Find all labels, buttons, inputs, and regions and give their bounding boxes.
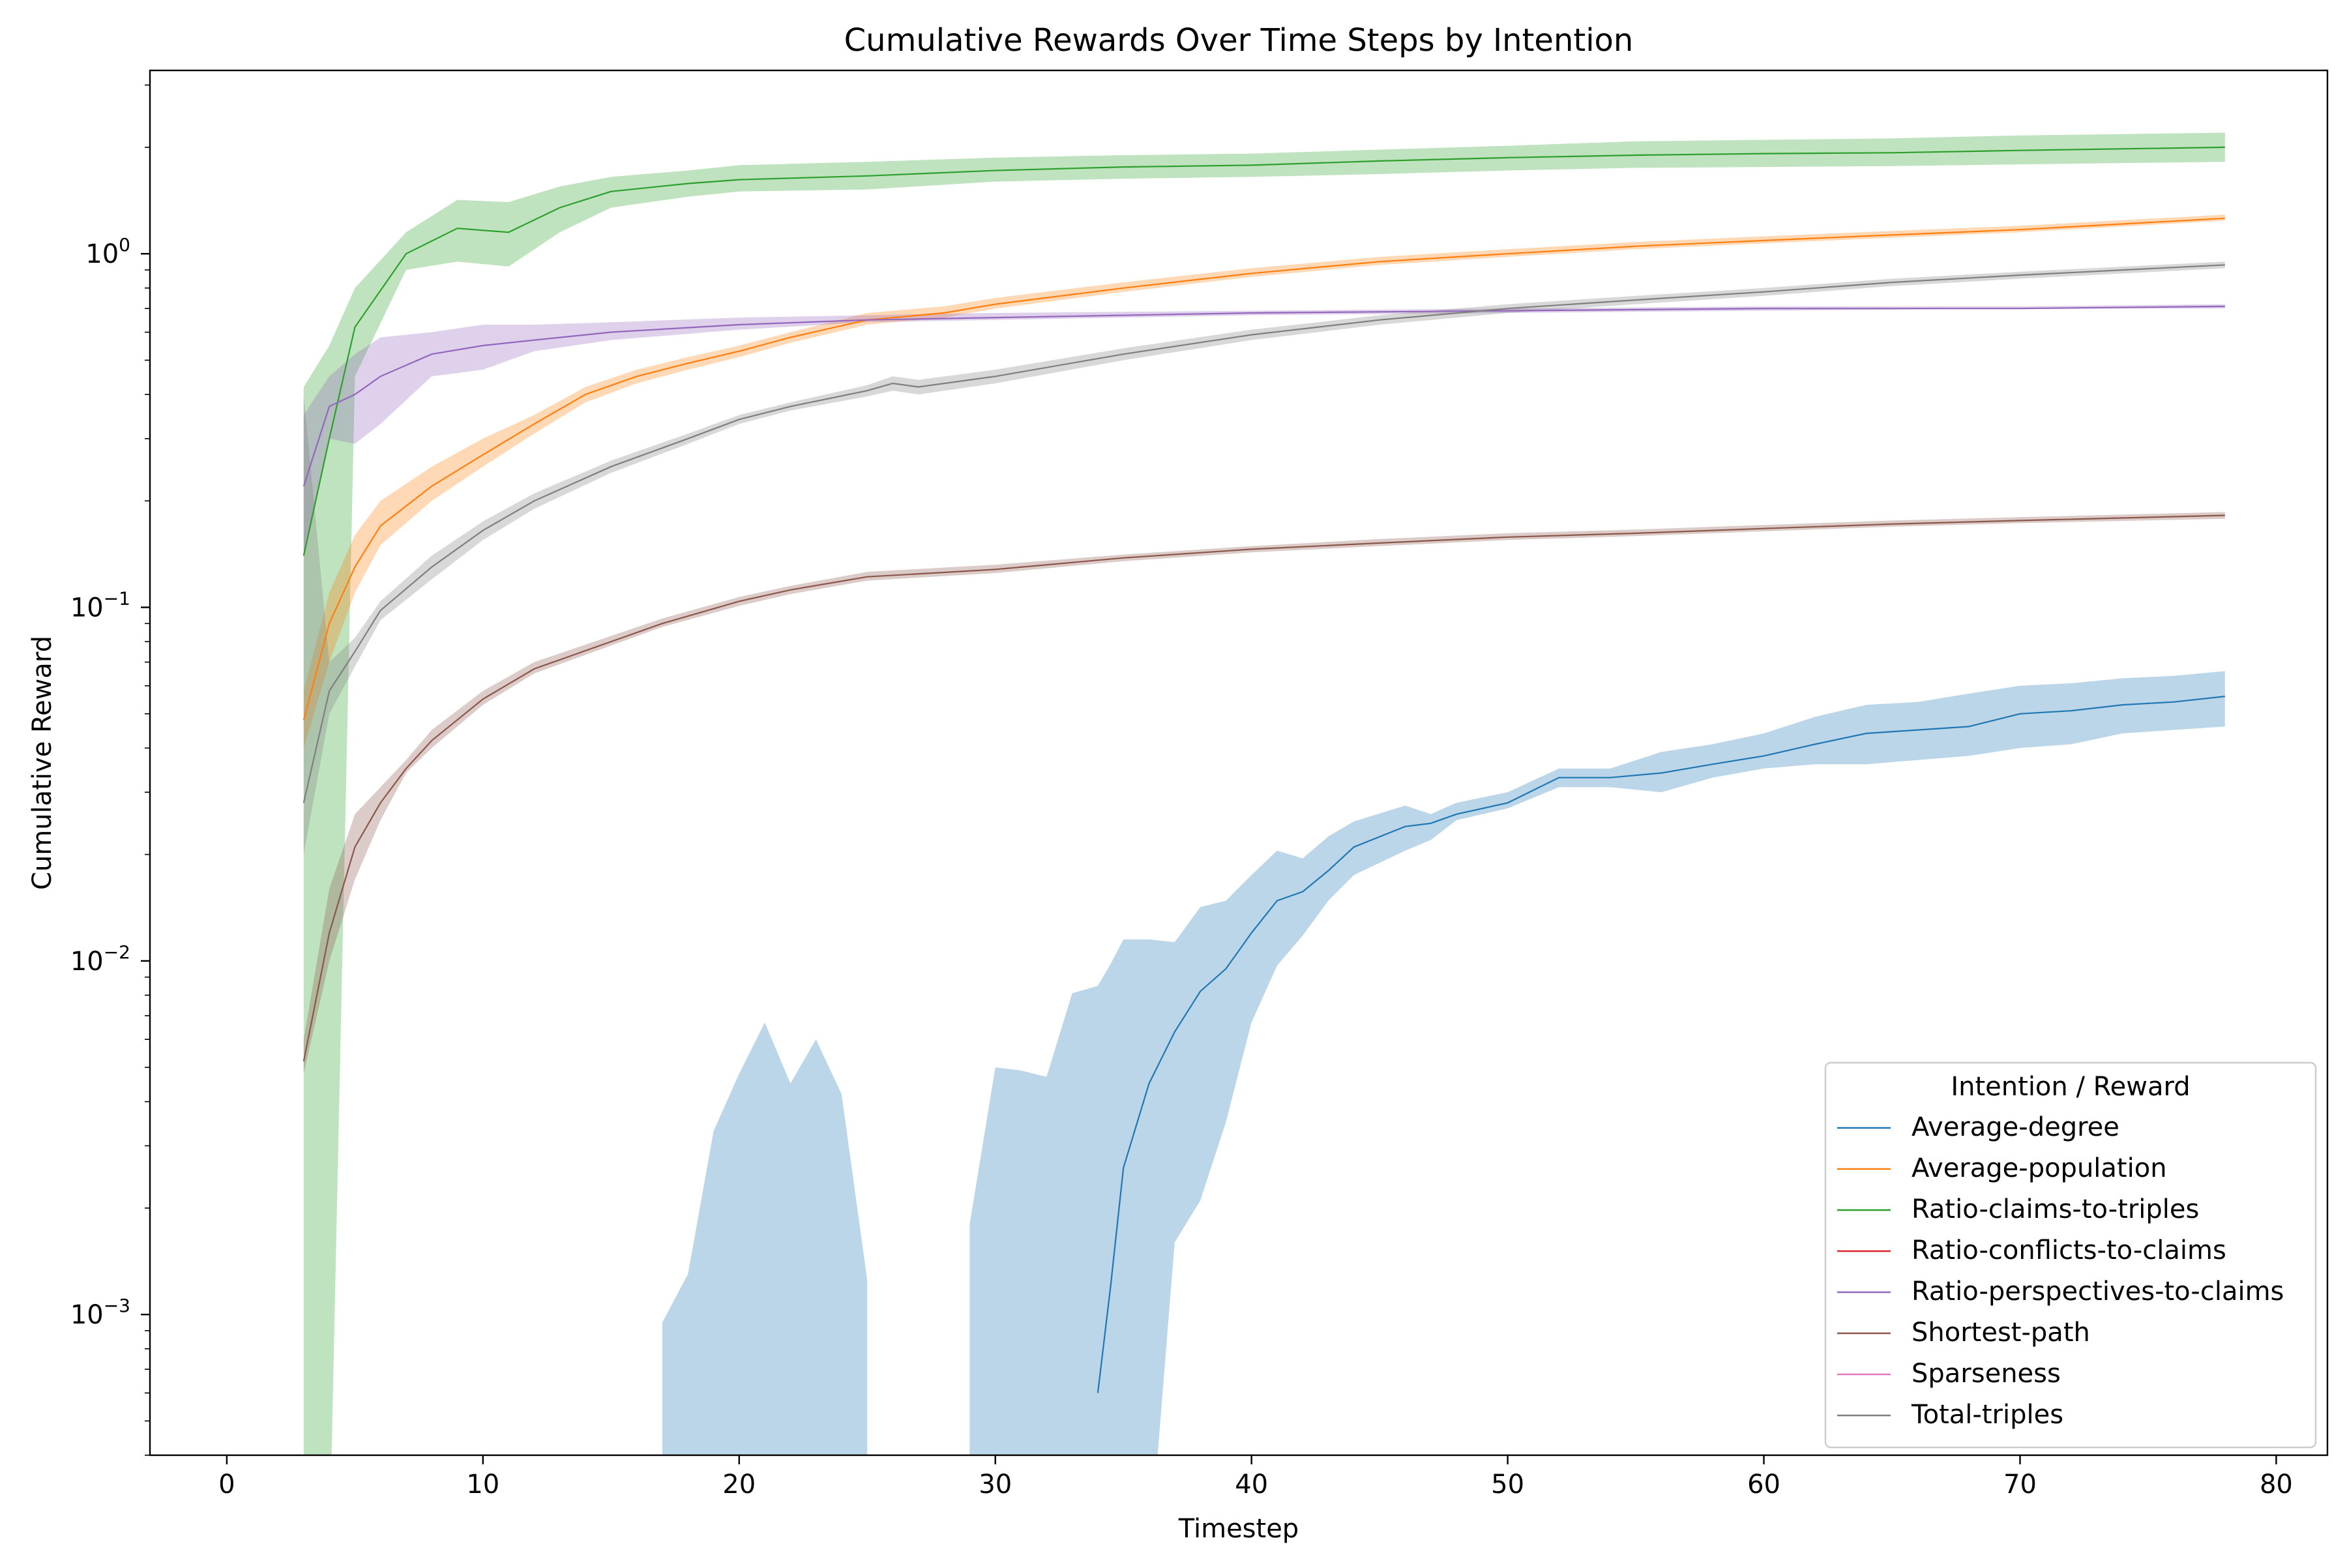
line-ratio-perspectives-to-claims (303, 305, 2225, 487)
legend-label-average-population: Average-population (1912, 1153, 2167, 1183)
x-tick-label: 30 (979, 1470, 1012, 1500)
y-tick-label: 10−1 (70, 588, 130, 623)
legend-label-shortest-path: Shortest-path (1912, 1318, 2090, 1348)
legend-label-average-degree: Average-degree (1912, 1112, 2119, 1142)
y-tick-label: 10−3 (70, 1295, 130, 1330)
x-tick-label: 80 (2260, 1470, 2293, 1500)
x-tick-label: 70 (2003, 1470, 2037, 1500)
x-axis-label: Timestep (1178, 1514, 1299, 1544)
band-ratio-claims-to-triples (303, 132, 2225, 1455)
x-tick-label: 10 (466, 1470, 499, 1500)
x-tick-label: 60 (1747, 1470, 1780, 1500)
legend-label-ratio-conflicts-to-claims: Ratio-conflicts-to-claims (1912, 1235, 2226, 1265)
legend-title: Intention / Reward (1951, 1072, 2190, 1102)
y-axis-label: Cumulative Reward (27, 636, 57, 890)
x-tick-label: 40 (1235, 1470, 1268, 1500)
legend-label-ratio-perspectives-to-claims: Ratio-perspectives-to-claims (1912, 1277, 2284, 1307)
line-ratio-claims-to-triples (303, 146, 2225, 556)
legend-entries: Average-degree Average-population Ratio-cl… (1837, 1112, 2284, 1430)
plot-frame (149, 69, 2329, 1457)
legend-label-sparseness: Sparseness (1912, 1359, 2061, 1389)
x-tick-label: 20 (722, 1470, 756, 1500)
y-axis: 10−3 10−2 10−1 100 (70, 84, 150, 1456)
band-average-degree-extra-1 (662, 1022, 868, 1455)
y-tick-label: 10−2 (70, 941, 130, 977)
legend-box (1824, 1061, 2317, 1449)
legend-label-total-triples: Total-triples (1911, 1400, 2063, 1430)
chart-title: Cumulative Rewards Over Time Steps by In… (844, 22, 1634, 59)
x-tick-label: 0 (218, 1470, 235, 1500)
line-total-triples (303, 264, 2225, 803)
y-tick-label: 100 (85, 234, 130, 269)
series-lines (303, 146, 2225, 1393)
band-total-triples (303, 261, 2225, 855)
legend-label-ratio-claims-to-triples: Ratio-claims-to-triples (1912, 1194, 2199, 1224)
uncertainty-bands (303, 132, 2225, 1455)
legend: Intention / Reward Average-degreeAverage… (1824, 1061, 2317, 1449)
band-ratio-perspectives-to-claims (303, 304, 2225, 556)
line-average-degree (1097, 696, 2225, 1393)
x-tick-label: 50 (1491, 1470, 1524, 1500)
line-average-population (303, 217, 2225, 720)
line-shortest-path (303, 514, 2225, 1062)
band-average-degree-extra-2 (969, 986, 1098, 1455)
x-axis: 0 10 20 30 40 50 60 70 80 (218, 1455, 2293, 1500)
